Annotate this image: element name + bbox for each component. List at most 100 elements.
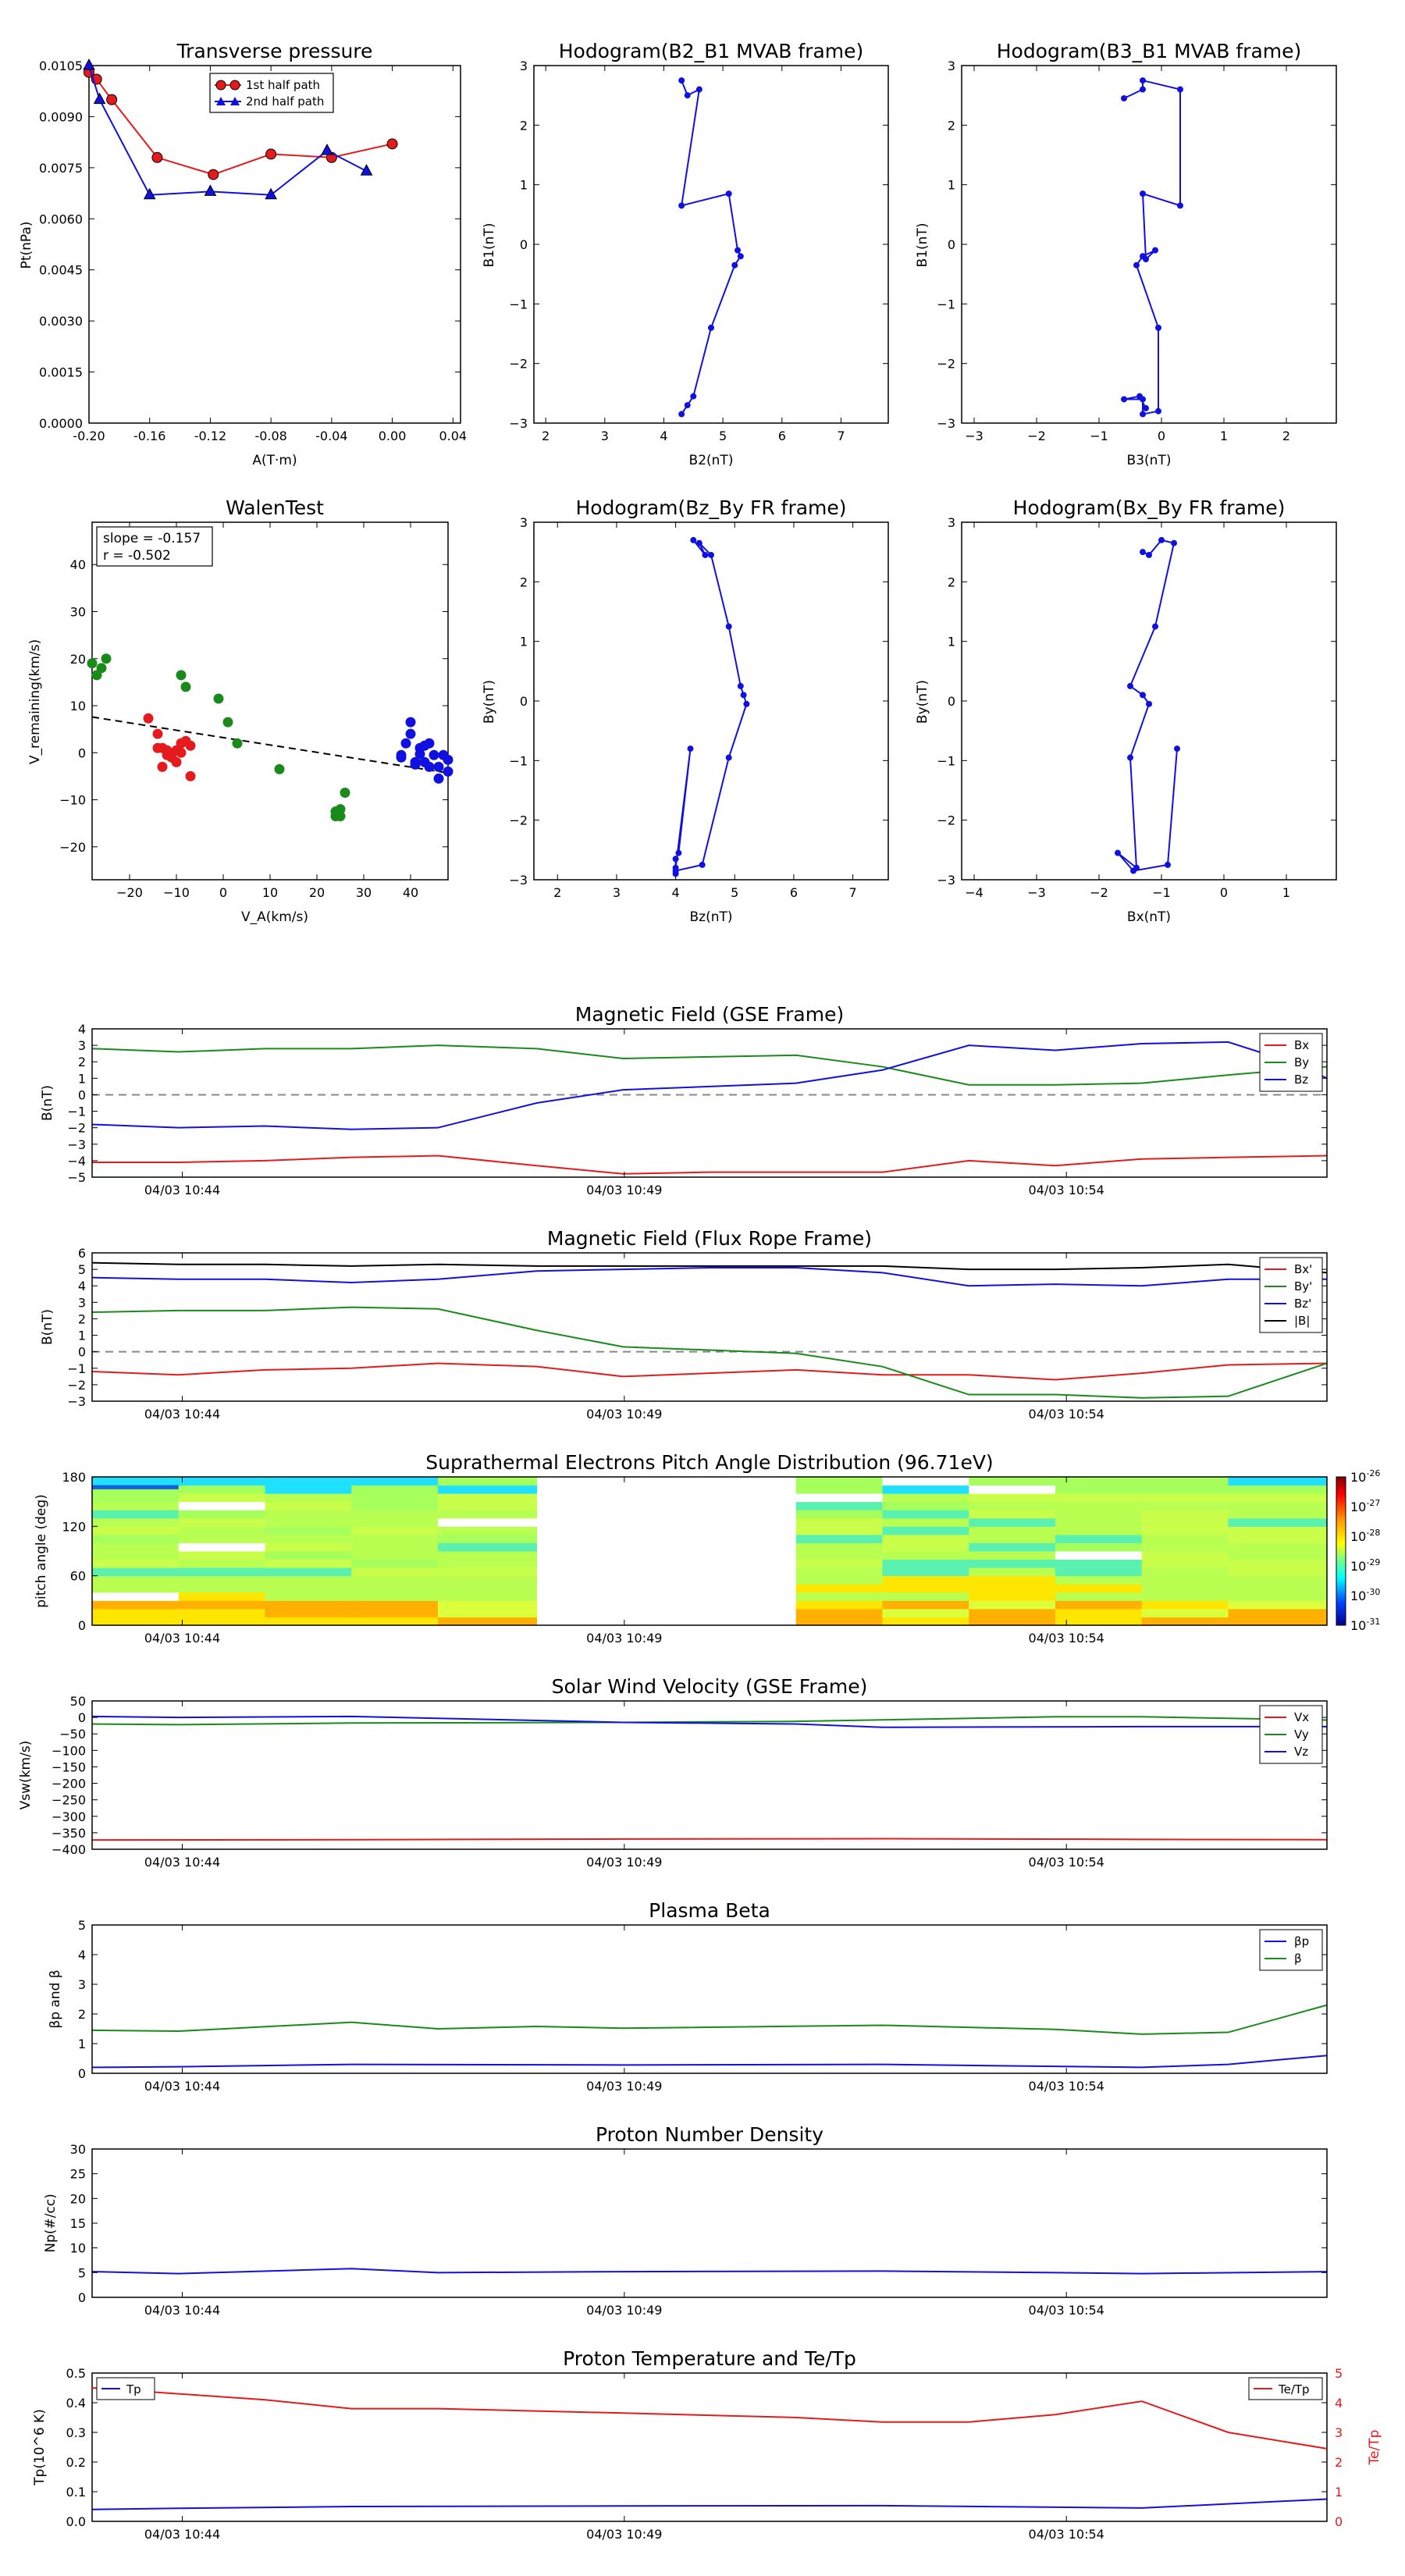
y-tick-label: 3: [948, 59, 955, 73]
heatmap-cell: [1228, 1617, 1328, 1626]
heatmap-cell: [969, 1526, 1056, 1535]
y-tick-label: −3: [509, 873, 528, 888]
y-tick-label: −5: [67, 1170, 86, 1185]
heatmap-cell: [92, 1617, 180, 1626]
time-tick-label: 04/03 10:49: [586, 1631, 662, 1646]
magnetic-field-fr-plot: −3−2 −10 1 23 4 56 04/03 10:44 04/03 10:49 04/03…: [67, 1246, 1328, 1421]
heatmap-cell: [1055, 1542, 1143, 1552]
colorbar-exponent: -28: [1366, 1528, 1380, 1538]
solar-wind-velocity-plot: −400−350 −300−250 −200 −150−100−50 050 04/03 …: [52, 1694, 1328, 1870]
hodogram-point: [1121, 94, 1127, 101]
heatmap-cell: [969, 1608, 1056, 1617]
proton-density-panel: Proton Number Density Np(#/cc) 0 5 10 15 20 2…: [43, 2123, 1328, 2318]
y-tick-label: 3: [948, 515, 955, 530]
heatmap-cell: [92, 1485, 179, 1489]
heatmap-cell: [1228, 1608, 1328, 1617]
heatmap-cell: [265, 1575, 352, 1585]
blue-scatter-point: [433, 761, 444, 772]
x-tick-label: −3: [965, 429, 984, 443]
green-scatter-point: [87, 658, 98, 669]
y-tick-label: 0: [78, 1345, 86, 1360]
hodogram-point: [1140, 549, 1146, 556]
heatmap-cell: [1141, 1493, 1229, 1503]
colorbar-label: 10-26: [1350, 1468, 1380, 1485]
colorbar-label: 10-31: [1350, 1617, 1380, 1633]
magnetic-field-gse-title: Magnetic Field (GSE Frame): [575, 1003, 844, 1026]
y-tick-label: 0: [520, 237, 528, 252]
heatmap-cell: [969, 1517, 1056, 1527]
heatmap-cell: [1141, 1559, 1229, 1568]
heatmap-cell: [969, 1617, 1056, 1626]
y-tick-label: −2: [67, 1378, 86, 1393]
heatmap-cell: [351, 1567, 439, 1577]
hodogram-point: [690, 393, 697, 400]
blue-scatter-point: [424, 738, 435, 749]
heatmap-cell: [351, 1559, 439, 1568]
y-tick-label: 50: [70, 1694, 86, 1709]
heatmap-cell: [437, 1493, 538, 1503]
heatmap-cell: [1228, 1559, 1328, 1568]
proton-density-title: Proton Number Density: [596, 2123, 823, 2146]
heatmap-cell: [92, 1526, 180, 1535]
blue-scatter-point: [429, 749, 439, 760]
hodogram-point: [1146, 551, 1152, 558]
blue-scatter-point: [405, 717, 416, 728]
hodogram-point: [1155, 324, 1161, 331]
heatmap-cell: [351, 1542, 439, 1552]
heatmap-cell: [178, 1575, 265, 1585]
y-tick-label: −20: [59, 840, 86, 855]
blue-scatter-point: [433, 773, 444, 784]
blue-scatter-point: [443, 766, 454, 777]
x-tick-label: 5: [731, 885, 738, 900]
hodogram-point: [731, 262, 738, 269]
heatmap-cell: [969, 1551, 1056, 1560]
y-axis-label: Vsw(km/s): [18, 1741, 34, 1810]
heatmap-cell: [969, 1493, 1056, 1503]
heatmap-cell: [1228, 1584, 1328, 1593]
proton-temperature-title: Proton Temperature and Te/Tp: [563, 2347, 856, 2370]
hodogram-point: [672, 864, 679, 871]
series-line-np: [91, 2268, 1328, 2275]
heatmap-cell: [265, 1534, 352, 1543]
x-axis-label: A(T·m): [252, 453, 297, 468]
heatmap-cell: [1228, 1493, 1328, 1503]
heatmap-cell: [795, 1600, 883, 1610]
plasma-beta-title: Plasma Beta: [649, 1899, 770, 1922]
green-scatter-point: [274, 763, 285, 774]
y-tick-label: −1: [67, 1105, 86, 1119]
heatmap-cell: [437, 1559, 538, 1568]
colorbar-label: 10-28: [1350, 1528, 1380, 1544]
heatmap-cell: [1141, 1608, 1229, 1617]
red-scatter-point: [152, 728, 163, 739]
heatmap-cell: [969, 1600, 1056, 1610]
heatmap-cell: [1141, 1526, 1229, 1535]
plasma-beta-plot: 0 1 2 3 4 5 04/03 10:44 04/03 10:49 04/03 10:54 β…: [78, 1918, 1328, 2094]
hodogram-point: [1133, 262, 1140, 269]
y-tick-label: 10: [70, 699, 86, 713]
hodogram-point: [695, 539, 702, 546]
y-tick-label: −200: [52, 1777, 86, 1791]
legend: Vx Vy Vz: [1259, 1705, 1323, 1764]
heatmap-cell: [795, 1584, 883, 1593]
y-tick-label: 0.0030: [39, 314, 83, 329]
x-tick-label: 40: [403, 885, 418, 900]
heatmap-cell: [437, 1584, 538, 1593]
y-tick-label: 0.0000: [39, 416, 83, 431]
time-tick-label: 04/03 10:54: [1029, 2079, 1104, 2094]
y-tick-label: 0.3: [66, 2425, 86, 2440]
heatmap-cell: [969, 1584, 1056, 1593]
plot-frame: [91, 1476, 1328, 1626]
heatmap-cell: [1141, 1584, 1229, 1593]
red-scatter-point: [162, 749, 173, 760]
y-axis-label: V_remaining(km/s): [27, 639, 43, 764]
heatmap-cell: [351, 1534, 439, 1543]
y-tick-label: −3: [937, 416, 955, 431]
y-tick-label: 2: [520, 118, 528, 133]
y-tick-label: −150: [52, 1759, 86, 1774]
legend-label: By: [1294, 1055, 1309, 1069]
y-axis-label: Np(#/cc): [43, 2194, 59, 2252]
hodogram-point: [1152, 623, 1158, 630]
hodogram-point: [684, 92, 691, 99]
walen-plot-area: −20 −10 0 10 20 30 40 −20 −10 0 10 20 30 40: [59, 521, 454, 900]
y-tick-label: 2: [520, 575, 528, 589]
